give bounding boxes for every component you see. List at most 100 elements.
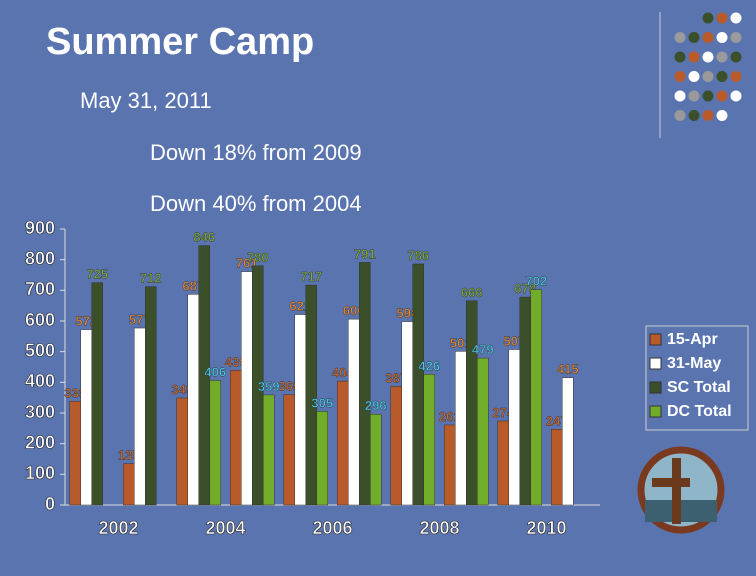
y-tick-label: 100 <box>25 463 55 483</box>
dot <box>688 110 700 121</box>
value-label: 296 <box>365 398 387 413</box>
dot <box>702 71 714 82</box>
bar <box>444 424 456 506</box>
bar <box>80 329 92 506</box>
slide-title: Summer Camp <box>46 21 314 63</box>
legend-label: 31-May <box>667 355 721 372</box>
x-tick-label: 2008 <box>419 518 459 538</box>
legend-label: 15-Apr <box>667 331 718 348</box>
y-tick-label: 900 <box>25 218 55 238</box>
y-tick-label: 600 <box>25 310 55 330</box>
bar <box>91 282 103 506</box>
dot <box>730 51 742 63</box>
bar <box>412 263 424 506</box>
dot <box>674 71 686 82</box>
value-label: 846 <box>193 230 215 245</box>
value-label: 359 <box>258 379 280 394</box>
bar <box>123 463 135 506</box>
legend-box <box>645 325 749 431</box>
bar <box>423 374 435 506</box>
bar <box>466 300 478 506</box>
y-tick-label: 700 <box>25 279 55 299</box>
x-tick-label: 2006 <box>312 518 352 538</box>
note: Down 40% from 2004 <box>150 191 362 216</box>
dot <box>702 12 714 24</box>
dot <box>688 51 700 63</box>
dot <box>702 32 714 43</box>
bar <box>176 397 188 506</box>
value-label: 479 <box>472 342 494 357</box>
dot <box>688 90 700 102</box>
y-tick-label: 400 <box>25 371 55 391</box>
y-tick-label: 0 <box>45 494 55 514</box>
bar <box>230 370 242 506</box>
bar <box>209 380 221 506</box>
dot <box>716 71 728 82</box>
value-label: 791 <box>354 246 376 261</box>
dot <box>702 90 714 102</box>
dot <box>688 32 700 43</box>
bar <box>370 413 382 506</box>
bar <box>551 429 563 506</box>
bar <box>316 411 328 506</box>
y-tick-label: 200 <box>25 432 55 452</box>
x-tick-label: 2002 <box>98 518 138 538</box>
value-label: 406 <box>204 364 226 379</box>
legend-label: SC Total <box>667 379 731 396</box>
dot <box>702 51 714 63</box>
bar <box>263 394 275 506</box>
dot <box>716 32 728 43</box>
value-label: 717 <box>300 269 322 284</box>
legend-swatch <box>649 381 662 394</box>
bar <box>69 401 81 506</box>
value-label: 305 <box>311 395 333 410</box>
dot <box>702 110 714 121</box>
bar <box>187 294 199 506</box>
legend-swatch <box>649 405 662 418</box>
bar <box>519 296 531 506</box>
dot <box>674 32 686 43</box>
bar <box>455 351 467 506</box>
bar <box>508 349 520 506</box>
bar <box>337 380 349 506</box>
dot <box>674 110 686 121</box>
dot <box>730 32 742 43</box>
bar <box>252 265 264 506</box>
logo <box>637 446 725 534</box>
legend-swatch <box>649 333 662 346</box>
bar <box>294 314 306 506</box>
x-tick-label: 2004 <box>205 518 245 538</box>
subtitle: May 31, 2011 <box>80 88 212 113</box>
dot <box>716 12 728 24</box>
value-label: 786 <box>407 248 429 263</box>
bar <box>241 271 253 506</box>
bar <box>305 284 317 506</box>
value-label: 725 <box>86 267 108 282</box>
value-label: 702 <box>525 274 547 289</box>
value-label: 666 <box>461 285 483 300</box>
bar <box>390 386 402 506</box>
value-label: 712 <box>140 271 162 286</box>
x-tick-label: 2010 <box>526 518 566 538</box>
bar <box>401 321 413 506</box>
legend-swatch <box>649 357 662 370</box>
bar <box>198 245 210 506</box>
y-tick-label: 300 <box>25 402 55 422</box>
y-tick-label: 800 <box>25 248 55 268</box>
bar <box>562 377 574 506</box>
dot <box>674 90 686 102</box>
dot <box>716 90 728 102</box>
value-label: 780 <box>247 250 269 265</box>
bar <box>145 286 157 506</box>
bar <box>348 318 360 506</box>
dot <box>716 51 728 63</box>
dot <box>716 110 728 121</box>
decoration <box>674 12 742 121</box>
dot <box>674 51 686 63</box>
bar <box>134 327 146 506</box>
note: Down 18% from 2009 <box>150 140 362 165</box>
value-label: 415 <box>557 362 579 377</box>
legend-label: DC Total <box>667 403 732 420</box>
y-tick-label: 500 <box>25 340 55 360</box>
